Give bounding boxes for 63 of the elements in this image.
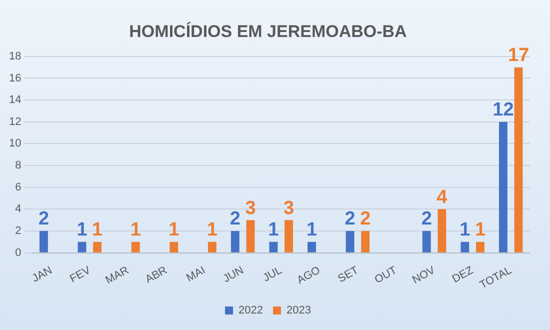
- x-tick-label: FEV: [68, 264, 94, 286]
- data-label: 1: [306, 220, 318, 241]
- legend-label: 2022: [238, 304, 264, 317]
- x-tick-label: SET: [336, 264, 361, 286]
- bar: [93, 242, 102, 252]
- x-tick-label: AGO: [295, 264, 323, 287]
- bar: [308, 242, 316, 252]
- bar: [170, 242, 178, 252]
- y-tick-label: 4: [15, 203, 22, 216]
- data-label: 1: [460, 220, 471, 241]
- y-tick-label: 10: [8, 138, 22, 150]
- bar: [460, 242, 470, 252]
- bar: [476, 242, 484, 252]
- bar: [40, 231, 48, 252]
- bar: [269, 242, 278, 252]
- y-tick-label: 2: [15, 225, 22, 238]
- data-label: 1: [168, 220, 180, 241]
- y-tick-label: 6: [15, 181, 22, 194]
- bar: [438, 209, 446, 252]
- data-label: 1: [474, 220, 486, 241]
- data-label: 2: [38, 208, 50, 230]
- x-tick-label: JUL: [261, 264, 284, 284]
- data-label: 3: [245, 198, 256, 219]
- data-label: 12: [492, 100, 514, 121]
- data-label: 17: [508, 45, 530, 66]
- x-tick-label: MAR: [104, 264, 131, 287]
- bar: [498, 122, 508, 252]
- data-label: 1: [130, 220, 142, 241]
- data-label: 4: [436, 186, 448, 208]
- y-tick-label: 14: [8, 94, 22, 106]
- data-label: 1: [268, 220, 280, 241]
- legend-label: 2023: [286, 304, 311, 317]
- x-tick-label: ABR: [144, 264, 170, 286]
- y-tick-label: 18: [8, 50, 22, 62]
- bar: [131, 242, 140, 252]
- data-label: 3: [283, 198, 294, 219]
- data-label: 1: [76, 220, 88, 241]
- y-tick-label: 8: [15, 160, 22, 172]
- data-label: 2: [230, 208, 240, 230]
- bar: [361, 231, 370, 252]
- data-label: 2: [360, 208, 371, 230]
- bar: [422, 231, 431, 252]
- x-tick-label: DEZ: [450, 264, 476, 286]
- data-label: 1: [92, 220, 104, 241]
- x-tick-label: JAN: [30, 264, 54, 285]
- bar: [230, 231, 240, 252]
- y-tick-label: 0: [15, 246, 22, 259]
- bar: [246, 220, 255, 252]
- chart-title: HOMICÍDIOS EM JEREMOABO-BA: [129, 20, 407, 41]
- bar: [284, 220, 293, 252]
- x-tick-label: MAI: [184, 264, 208, 284]
- x-tick-label: NOV: [410, 264, 438, 286]
- y-tick-label: 12: [8, 116, 22, 128]
- bar: [514, 67, 523, 252]
- x-tick-label: JUN: [221, 264, 246, 286]
- data-label: 2: [344, 208, 356, 230]
- bar: [78, 242, 86, 252]
- x-tick-label: OUT: [372, 264, 400, 286]
- bar: [346, 231, 354, 252]
- data-label: 2: [421, 208, 432, 230]
- y-tick-label: 16: [8, 72, 22, 84]
- data-label: 1: [206, 220, 218, 241]
- bar: [208, 242, 216, 252]
